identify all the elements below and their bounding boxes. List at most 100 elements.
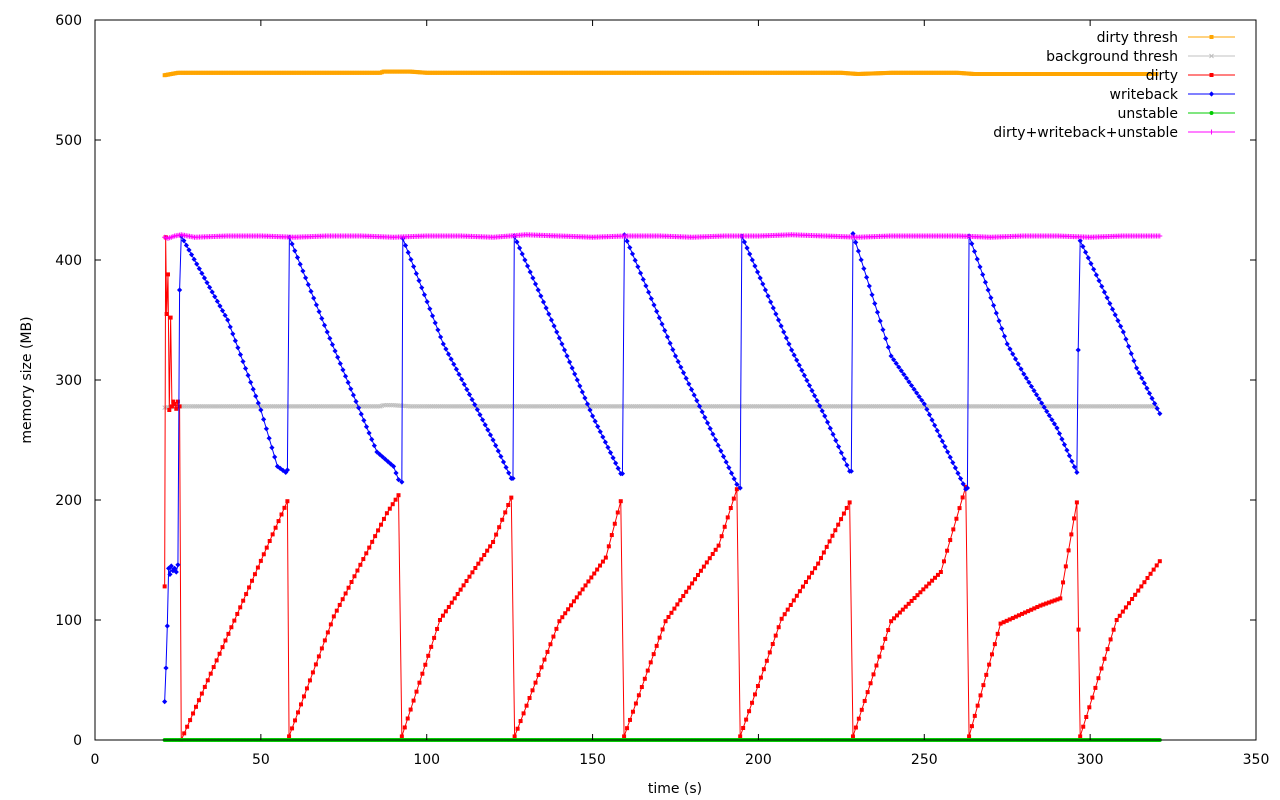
data-point-background-thresh — [207, 404, 213, 409]
data-point-writeback — [744, 245, 750, 251]
data-point-writeback — [806, 382, 813, 389]
y-tick-label: 100 — [55, 613, 82, 629]
data-point-dirty — [199, 691, 204, 696]
data-point-dirty — [681, 594, 686, 598]
data-point-background-thresh — [346, 404, 352, 409]
data-point-writeback — [395, 477, 402, 483]
data-point-writeback — [848, 468, 854, 474]
data-point-dirty — [839, 517, 844, 522]
data-point-writeback — [172, 565, 178, 571]
data-point-background-thresh — [1085, 404, 1091, 409]
data-point-background-thresh — [685, 404, 691, 409]
data-point-writeback — [1149, 395, 1155, 401]
data-point-background-thresh — [638, 404, 644, 409]
data-point-writeback — [421, 292, 428, 298]
data-point-dirty — [684, 589, 689, 594]
data-point-dirty — [429, 644, 434, 649]
data-point-writeback — [939, 438, 946, 444]
data-point-writeback — [1049, 417, 1055, 423]
data-point-writeback — [664, 334, 671, 340]
data-point-background-thresh — [260, 404, 266, 409]
data-point-background-thresh — [527, 404, 533, 409]
data-point-dirty — [833, 528, 838, 533]
data-point-background-thresh — [338, 404, 344, 409]
data-point-background-thresh — [1099, 404, 1105, 409]
data-point-writeback — [1018, 366, 1024, 372]
data-point-background-thresh — [879, 404, 884, 409]
data-point-writeback — [635, 264, 641, 270]
data-point-writeback — [1126, 343, 1132, 349]
data-point-writeback — [752, 263, 758, 269]
data-point-dirty — [921, 587, 926, 592]
data-point-writeback — [181, 238, 187, 244]
data-point-dirty — [678, 598, 683, 603]
data-point-background-thresh — [658, 404, 664, 409]
data-point-writeback — [670, 347, 676, 353]
data-point-dirty — [645, 668, 650, 673]
data-point-writeback — [1118, 323, 1124, 329]
data-point-writeback — [648, 295, 654, 302]
data-point-writeback — [166, 565, 172, 571]
data-point-writeback — [656, 315, 662, 321]
data-point-writeback — [861, 265, 867, 272]
data-point-background-thresh — [654, 404, 660, 409]
data-point-dirty — [1035, 604, 1040, 609]
legend-swatch-marker — [1209, 73, 1214, 77]
data-point-background-thresh — [1128, 404, 1134, 409]
data-point-background-thresh — [424, 404, 430, 409]
data-point-writeback — [934, 428, 940, 434]
data-point-dirty — [426, 653, 431, 658]
data-point-writeback — [1146, 390, 1153, 396]
data-point-writeback — [885, 344, 891, 350]
data-point-dirty — [574, 595, 579, 600]
data-point-writeback — [783, 335, 789, 341]
data-point-writeback — [258, 407, 264, 413]
data-point-background-thresh — [1005, 404, 1011, 409]
data-point-dirty — [172, 402, 177, 406]
data-point-dirty — [188, 718, 193, 723]
data-point-writeback — [164, 623, 170, 629]
data-point-dirty — [1061, 580, 1066, 585]
data-point-dirty — [191, 711, 196, 716]
data-point-writeback — [678, 364, 684, 370]
data-point-dirty — [642, 676, 647, 681]
data-point-writeback — [1139, 375, 1145, 381]
y-tick-label: 200 — [55, 493, 82, 509]
data-point-background-thresh — [1029, 404, 1034, 409]
data-point-background-thresh — [478, 404, 484, 409]
data-point-background-thresh — [968, 404, 974, 409]
data-point-dirty — [241, 598, 246, 603]
data-point-background-thresh — [867, 404, 873, 409]
data-point-background-thresh — [287, 404, 293, 409]
data-point-background-thresh — [988, 404, 993, 409]
data-point-writeback — [214, 298, 220, 304]
data-point-dirty — [521, 711, 526, 716]
data-point-background-thresh — [434, 404, 439, 409]
data-point-dirty — [868, 681, 873, 686]
data-point-writeback — [643, 283, 649, 289]
data-point-background-thresh — [904, 404, 910, 409]
legend-label: dirty — [1146, 68, 1178, 84]
data-point-dirty — [364, 551, 369, 556]
data-point-dirty — [417, 680, 422, 685]
data-point-writeback — [1085, 255, 1091, 261]
data-point-writeback — [929, 417, 935, 423]
data-point-dirty — [226, 631, 231, 636]
data-point-writeback — [796, 362, 802, 368]
data-point-background-thresh — [625, 404, 631, 409]
data-point-background-thresh — [1124, 404, 1130, 409]
data-point-writeback — [726, 465, 732, 471]
data-point-background-thresh — [689, 404, 695, 409]
data-point-writeback — [754, 269, 761, 275]
data-point-background-thresh — [660, 404, 666, 409]
data-point-background-thresh — [785, 404, 791, 409]
data-point-background-thresh — [1126, 404, 1132, 409]
data-point-background-thresh — [1093, 404, 1099, 409]
data-point-writeback — [1154, 405, 1160, 412]
data-point-dirty — [539, 665, 544, 670]
data-point-background-thresh — [746, 404, 752, 409]
data-point-background-thresh — [1119, 404, 1124, 409]
data-point-background-thresh — [441, 404, 447, 409]
data-point-writeback — [1041, 404, 1047, 410]
